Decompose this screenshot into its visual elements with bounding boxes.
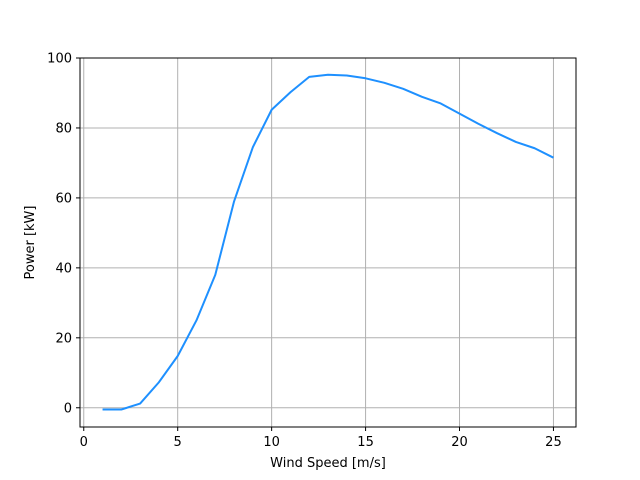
series-line — [102, 73, 554, 411]
y-tick-label: 60 — [55, 191, 72, 206]
y-tick-label: 100 — [47, 52, 72, 67]
y-tick-label: 40 — [55, 261, 72, 276]
x-tick-label: 15 — [357, 435, 374, 450]
ticks: 0 5 10 15 20 25 0 20 40 60 80 100 — [47, 52, 562, 451]
x-axis-label: Wind Speed [m/s] — [270, 456, 386, 471]
y-tick-label: 20 — [55, 331, 72, 346]
x-tick-label: 10 — [263, 435, 280, 450]
y-tick-label: 0 — [64, 401, 72, 416]
y-axis-label: Power [kW] — [23, 206, 38, 280]
x-tick-label: 20 — [451, 435, 468, 450]
y-tick-label: 80 — [55, 121, 72, 136]
x-tick-label: 25 — [545, 435, 562, 450]
x-tick-label: 0 — [80, 435, 88, 450]
x-tick-label: 5 — [174, 435, 182, 450]
series-layer — [102, 73, 554, 411]
plot-frame — [79, 57, 577, 428]
grid — [80, 57, 576, 427]
